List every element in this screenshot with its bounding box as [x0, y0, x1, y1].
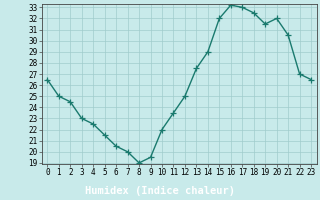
Text: Humidex (Indice chaleur): Humidex (Indice chaleur)	[85, 186, 235, 196]
